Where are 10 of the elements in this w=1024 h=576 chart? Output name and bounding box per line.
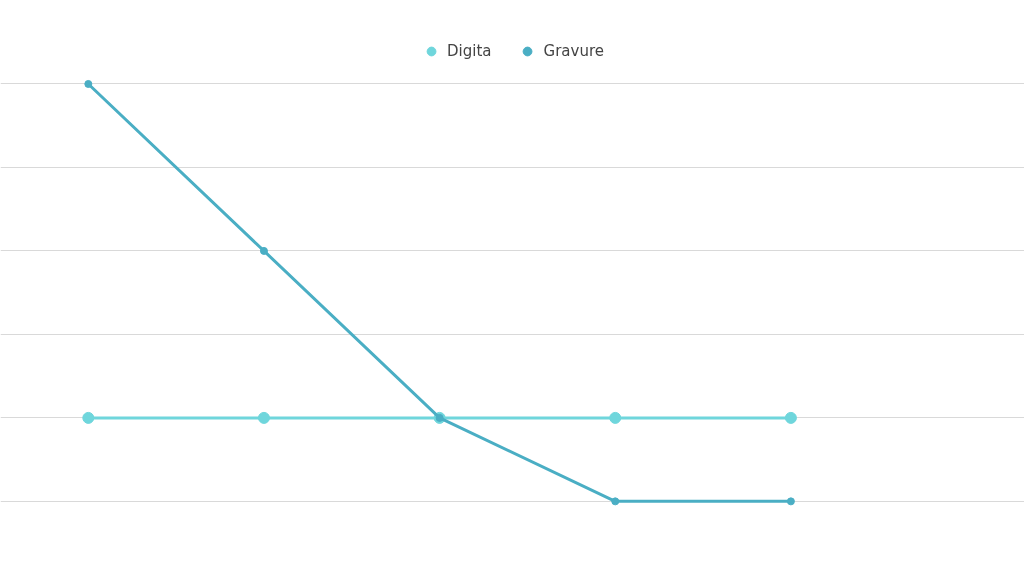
legend-label: Gravure	[543, 42, 604, 60]
point	[786, 497, 795, 506]
point	[609, 411, 622, 424]
point	[84, 79, 93, 88]
legend-label: Digita	[447, 42, 492, 60]
point	[611, 497, 620, 506]
point	[259, 246, 268, 255]
point	[257, 411, 270, 424]
point	[784, 411, 797, 424]
point	[82, 411, 95, 424]
